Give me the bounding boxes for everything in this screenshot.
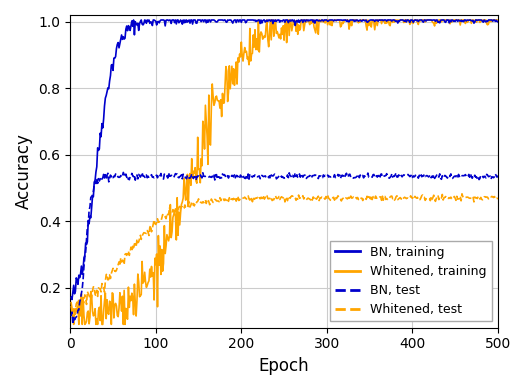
Y-axis label: Accuracy: Accuracy <box>15 133 33 209</box>
X-axis label: Epoch: Epoch <box>259 357 309 375</box>
Legend: BN, training, Whitened, training, BN, test, Whitened, test: BN, training, Whitened, training, BN, te… <box>330 241 492 321</box>
